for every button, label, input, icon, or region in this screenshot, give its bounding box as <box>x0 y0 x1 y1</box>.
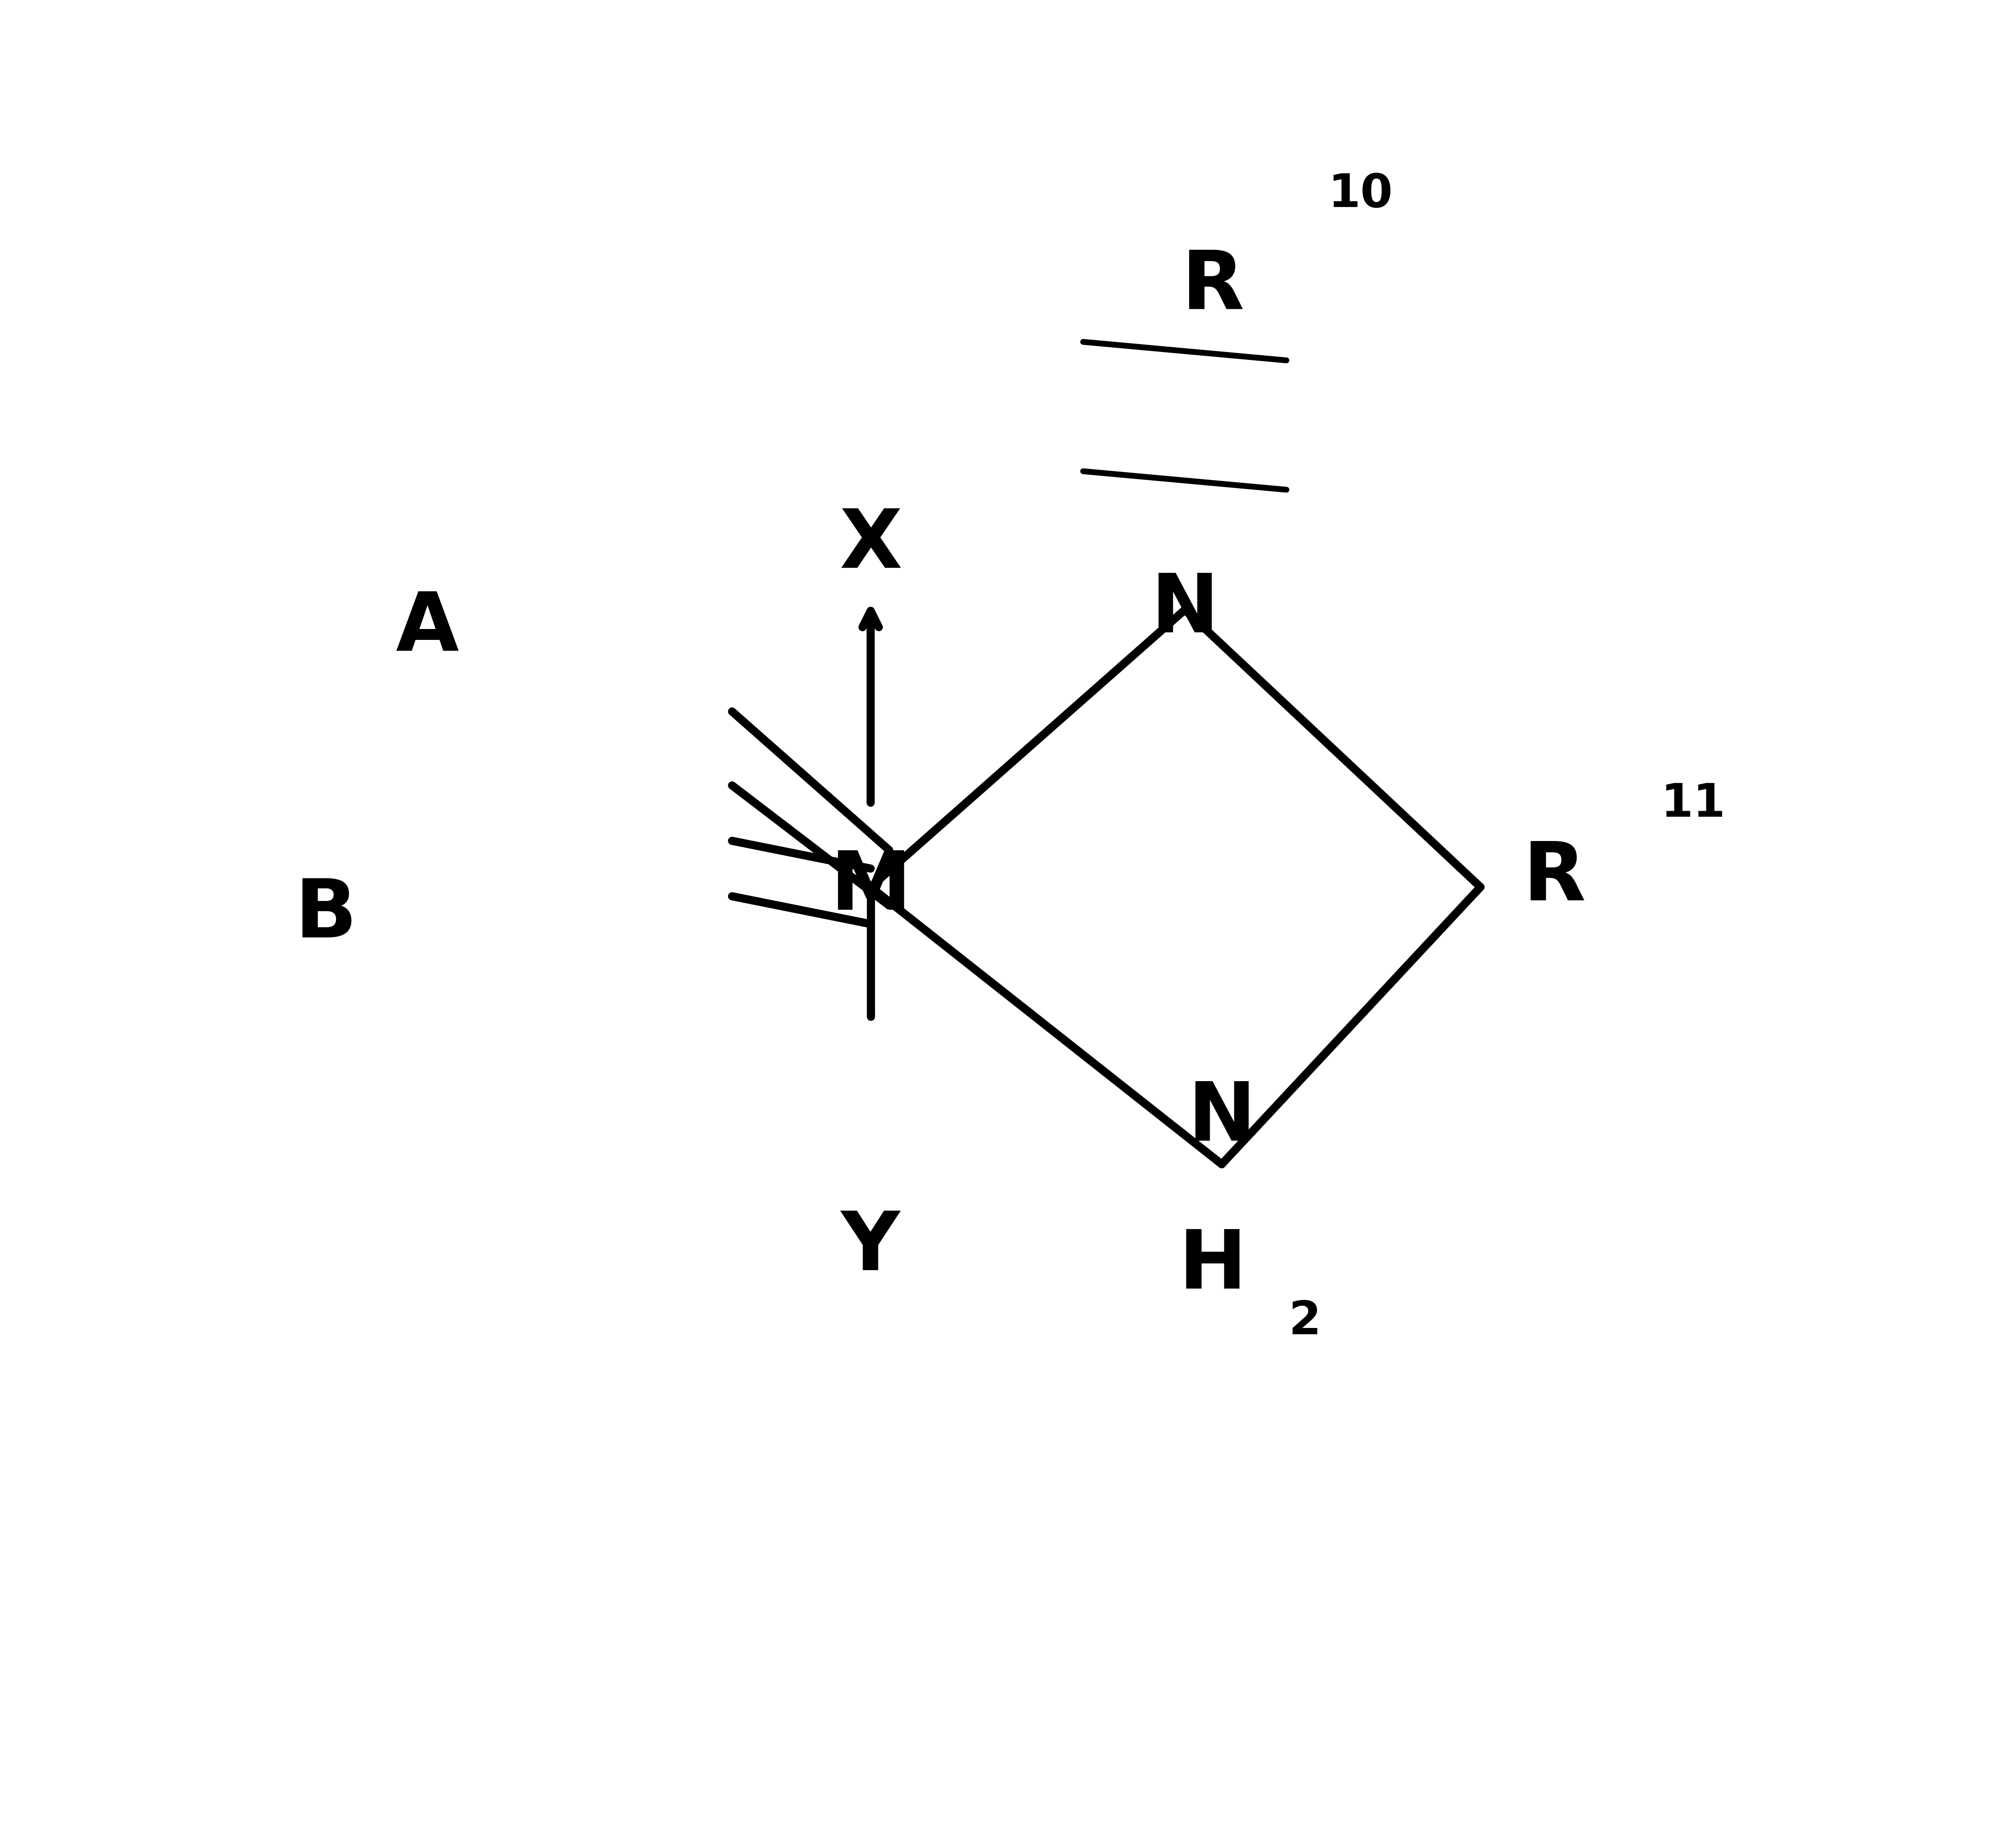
Text: R: R <box>1182 248 1244 325</box>
Text: B: B <box>294 876 356 954</box>
Text: 2: 2 <box>1288 1299 1322 1343</box>
Text: A: A <box>396 590 458 667</box>
Text: R: R <box>1522 839 1586 917</box>
Text: N: N <box>1188 1079 1256 1157</box>
Text: 11: 11 <box>1660 782 1726 826</box>
Text: N: N <box>1150 571 1218 649</box>
Text: M: M <box>830 848 912 926</box>
Text: 10: 10 <box>1328 172 1392 216</box>
Text: Y: Y <box>842 1209 900 1286</box>
Text: X: X <box>840 506 902 584</box>
Text: H: H <box>1178 1227 1246 1305</box>
